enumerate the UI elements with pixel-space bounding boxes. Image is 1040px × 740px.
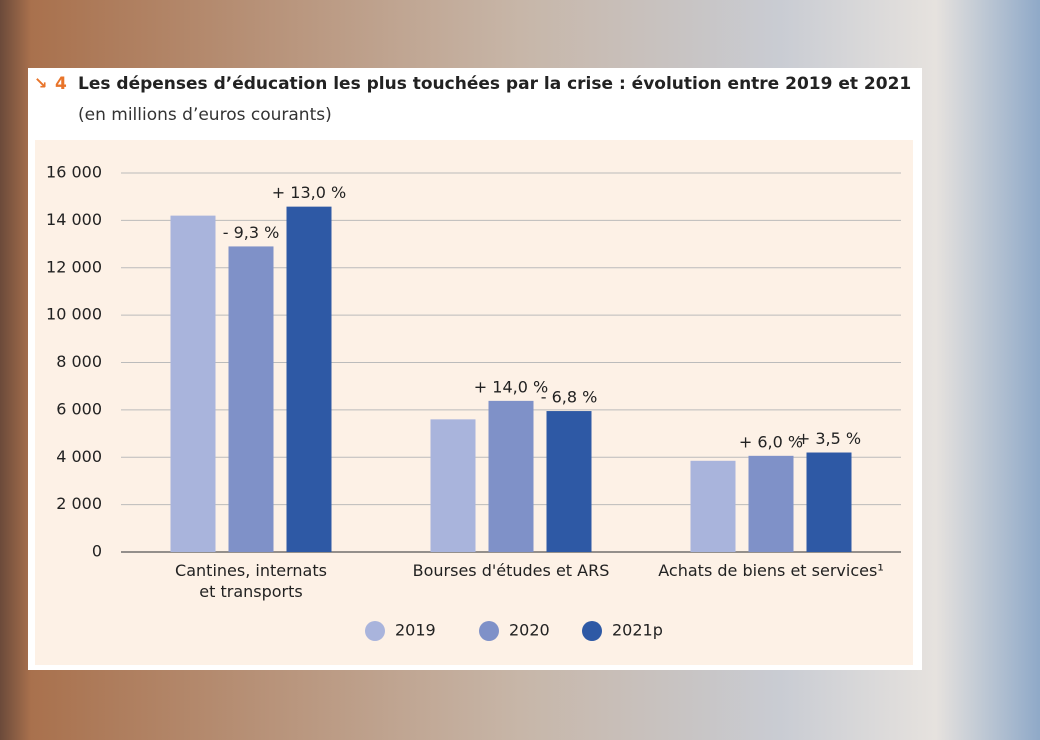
x-tick-label: Bourses d'études et ARS [412, 561, 610, 580]
x-tick-label-box: Bourses d'études et ARS [412, 561, 610, 580]
figure-number: 4 [55, 74, 67, 94]
arrow-icon: ↘ [34, 74, 47, 93]
change-label: + 3,5 % [797, 429, 861, 448]
y-tick-label: 12 000 [46, 257, 102, 276]
x-tick-label-box: Cantines, internats et transports [175, 561, 327, 601]
bar [170, 215, 216, 552]
legend-swatch [582, 621, 602, 641]
y-tick-label: 14 000 [46, 210, 102, 229]
y-tick-label: 6 000 [56, 399, 102, 418]
bar [748, 455, 794, 552]
chart-title: Les dépenses d’éducation les plus touché… [78, 74, 911, 94]
change-label: - 9,3 % [223, 223, 280, 242]
change-label: + 6,0 % [739, 432, 803, 451]
change-label: + 13,0 % [272, 183, 346, 202]
y-tick-label: 4 000 [56, 447, 102, 466]
change-label: - 6,8 % [541, 388, 598, 407]
legend-swatch [365, 621, 385, 641]
bar [806, 452, 852, 552]
bar [488, 400, 534, 552]
bar [286, 206, 332, 553]
y-tick-label: 16 000 [46, 163, 102, 182]
y-tick-label: 0 [92, 542, 102, 561]
y-tick-label: 10 000 [46, 305, 102, 324]
legend-label: 2021p [612, 621, 663, 640]
x-tick-label-box: Achats de biens et services¹ [658, 561, 884, 580]
bar [690, 460, 736, 552]
change-label: + 14,0 % [474, 377, 548, 396]
bar [430, 419, 476, 552]
bar [228, 246, 274, 552]
y-tick-label: 8 000 [56, 352, 102, 371]
bar [546, 411, 592, 552]
y-tick-label: 2 000 [56, 494, 102, 513]
x-tick-label: Achats de biens et services¹ [658, 561, 884, 580]
legend-swatch [479, 621, 499, 641]
x-tick-label: Cantines, internats et transports [175, 561, 327, 601]
legend-label: 2020 [509, 621, 550, 640]
legend-label: 2019 [395, 621, 436, 640]
chart-subtitle: (en millions d’euros courants) [78, 105, 332, 125]
